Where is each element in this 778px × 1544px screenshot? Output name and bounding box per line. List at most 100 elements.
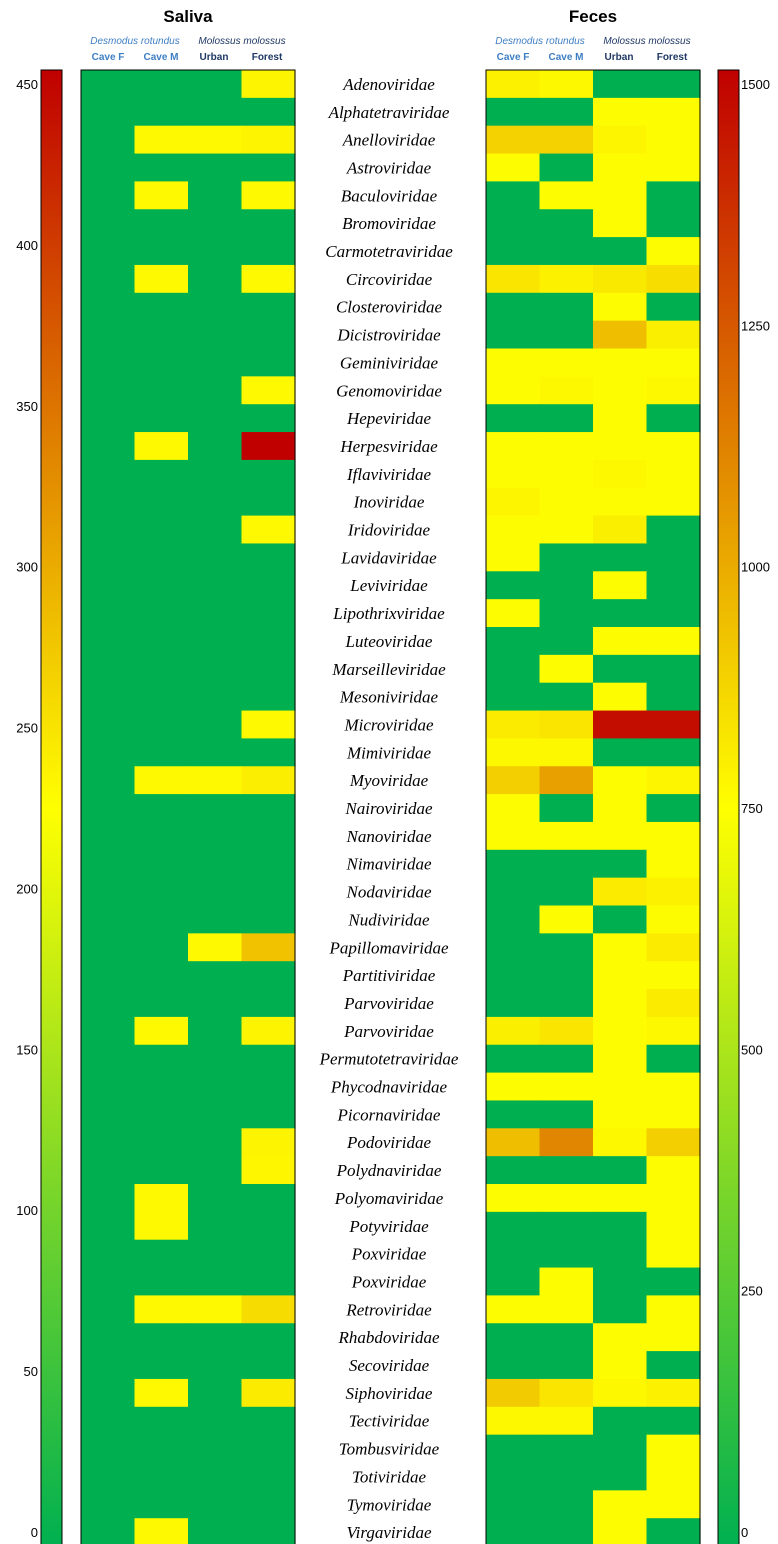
feces-cell <box>646 1156 701 1185</box>
saliva-cell <box>134 237 189 266</box>
saliva-cell <box>241 1378 296 1408</box>
saliva-cell <box>81 292 136 322</box>
saliva-cell <box>134 515 189 545</box>
saliva-cell <box>241 738 296 767</box>
feces-cell <box>646 961 701 990</box>
saliva-cell <box>134 1100 189 1129</box>
colorbar-tick-label: 0 <box>31 1525 38 1540</box>
feces-cell <box>646 404 701 433</box>
feces-cell <box>486 459 541 489</box>
feces-cell <box>539 125 594 155</box>
feces-cell <box>593 487 648 517</box>
saliva-cell <box>241 376 296 405</box>
feces-cell <box>646 292 701 322</box>
virus-family-label: Mimiviridae <box>346 743 431 762</box>
feces-cell <box>486 1100 541 1129</box>
saliva-cell <box>188 1406 243 1436</box>
feces-cell <box>593 905 648 934</box>
saliva-cell <box>81 1434 136 1464</box>
saliva-cell <box>81 125 136 155</box>
colorbar-tick-label: 750 <box>741 801 763 816</box>
feces-cell <box>593 1295 648 1324</box>
feces-cell <box>539 1323 594 1352</box>
saliva-cell <box>188 292 243 322</box>
saliva-cell <box>188 1267 243 1296</box>
feces-cell <box>539 710 594 739</box>
feces-cell <box>486 97 541 127</box>
saliva-cell <box>188 97 243 127</box>
saliva-cell <box>188 710 243 739</box>
saliva-cell <box>134 1016 189 1046</box>
saliva-cell <box>81 376 136 405</box>
saliva-cell <box>134 97 189 127</box>
feces-cell <box>539 1462 594 1491</box>
feces-cell <box>486 877 541 907</box>
saliva-cell <box>134 292 189 322</box>
feces-cell <box>593 654 648 684</box>
feces-column-cave-m: Cave M <box>548 52 583 63</box>
saliva-cell <box>134 933 189 962</box>
feces-cell <box>646 125 701 155</box>
virus-family-label: Partitiviridae <box>342 966 436 985</box>
feces-cell <box>593 710 648 739</box>
saliva-cell <box>188 459 243 489</box>
saliva-column-cave-m: Cave M <box>143 52 178 63</box>
feces-cell <box>539 794 594 823</box>
feces-cell <box>539 404 594 433</box>
feces-cell <box>486 1434 541 1464</box>
saliva-cell <box>134 1239 189 1269</box>
feces-cell <box>486 348 541 377</box>
saliva-cell <box>188 1323 243 1352</box>
feces-cell <box>486 1406 541 1436</box>
saliva-cell <box>81 404 136 433</box>
saliva-cell <box>134 1128 189 1157</box>
feces-cell <box>593 292 648 322</box>
saliva-cell <box>81 1267 136 1296</box>
feces-cell <box>593 738 648 767</box>
feces-cell <box>486 1044 541 1074</box>
saliva-cell <box>134 1295 189 1324</box>
saliva-cell <box>81 1295 136 1324</box>
saliva-cell <box>188 627 243 656</box>
feces-cell <box>486 404 541 433</box>
saliva-cell <box>188 961 243 990</box>
feces-cell <box>486 933 541 962</box>
feces-cell <box>646 1184 701 1213</box>
saliva-cell <box>241 654 296 684</box>
colorbar-tick-label: 1500 <box>741 77 770 92</box>
feces-cell <box>539 905 594 934</box>
saliva-cell <box>241 849 296 879</box>
colorbar-tick-label: 1000 <box>741 560 770 575</box>
saliva-cell <box>81 1323 136 1352</box>
saliva-heatmap-border <box>80 69 296 1544</box>
feces-cell <box>593 1518 648 1544</box>
virus-family-label: Secoviridae <box>349 1356 430 1375</box>
saliva-cell <box>81 1100 136 1129</box>
saliva-cell <box>241 961 296 990</box>
feces-cell <box>646 1072 701 1102</box>
feces-cell <box>539 821 594 851</box>
feces-cell <box>593 1490 648 1519</box>
feces-cell <box>646 989 701 1018</box>
virus-family-label: Polydnaviridae <box>336 1161 442 1180</box>
feces-cell <box>646 1016 701 1046</box>
saliva-cell <box>241 1211 296 1241</box>
colorbar-tick-label: 500 <box>741 1042 763 1057</box>
saliva-cell <box>134 682 189 712</box>
saliva-cell <box>134 794 189 823</box>
saliva-cell <box>81 487 136 517</box>
saliva-cell <box>241 933 296 962</box>
virus-family-label: Closteroviridae <box>336 298 443 317</box>
virus-family-label: Parvoviridae <box>343 1022 434 1041</box>
saliva-cell <box>188 1295 243 1324</box>
feces-cell <box>486 1128 541 1157</box>
saliva-cell <box>241 821 296 851</box>
saliva-cell <box>188 738 243 767</box>
saliva-colorbar <box>40 69 63 1544</box>
saliva-cell <box>188 376 243 405</box>
feces-cell <box>486 376 541 405</box>
saliva-cell <box>81 209 136 238</box>
saliva-cell <box>188 1351 243 1380</box>
saliva-cell <box>81 1044 136 1074</box>
virus-family-label: Tombusviridae <box>339 1440 440 1459</box>
